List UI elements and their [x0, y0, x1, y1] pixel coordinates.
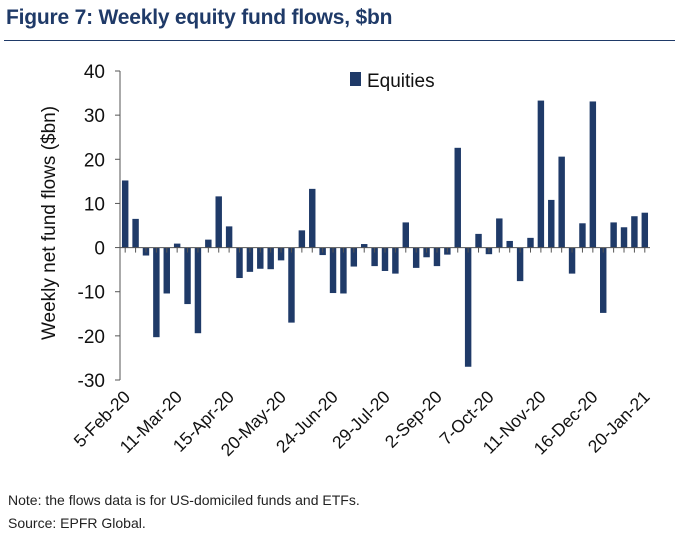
bar — [277, 247, 285, 261]
bar — [475, 233, 482, 248]
bar — [267, 247, 274, 270]
y-tick-label: 40 — [84, 62, 105, 83]
bar — [558, 156, 565, 248]
bar — [309, 188, 316, 248]
y-tick-label: 10 — [84, 194, 105, 215]
bar — [184, 247, 191, 305]
bar — [600, 247, 607, 313]
bar — [163, 247, 170, 294]
y-tick-label: -10 — [78, 283, 105, 304]
bar — [620, 227, 628, 248]
bar — [329, 247, 337, 294]
bar — [225, 226, 233, 248]
bar — [257, 247, 264, 269]
bar — [433, 247, 441, 267]
bar — [215, 196, 222, 248]
bar — [340, 247, 347, 294]
bar — [360, 244, 368, 248]
bar — [194, 247, 202, 334]
y-tick-label: 30 — [84, 106, 105, 127]
bar — [412, 247, 420, 268]
y-axis: -30 -20 -10 0 10 20 30 40 — [78, 62, 121, 392]
bar — [631, 216, 638, 248]
bar — [496, 218, 503, 248]
bar — [381, 247, 389, 271]
bar — [392, 247, 399, 274]
bar-series-equities — [121, 100, 649, 367]
bar — [537, 100, 545, 248]
bar — [153, 247, 160, 338]
footnote: Note: the flows data is for US-domiciled… — [8, 492, 360, 508]
legend-label-equities: Equities — [367, 71, 435, 92]
y-tick-label: -30 — [78, 371, 105, 392]
bar — [641, 212, 649, 248]
legend: Equities — [350, 71, 435, 92]
y-tick-label: 20 — [84, 150, 105, 171]
bar — [527, 237, 534, 248]
bar — [205, 239, 212, 248]
y-tick-label: 0 — [94, 239, 105, 260]
bar — [288, 247, 295, 323]
title-divider — [4, 40, 675, 41]
bar — [454, 147, 461, 248]
bar — [579, 223, 586, 248]
legend-swatch — [350, 72, 361, 86]
bar — [568, 247, 576, 274]
y-axis-label: Weekly net fund flows ($bn) — [39, 106, 60, 340]
bar — [121, 180, 129, 248]
bar — [610, 222, 617, 248]
x-tick-label: 2-Sep-20 — [381, 387, 446, 452]
bar — [506, 240, 513, 248]
bar — [236, 247, 243, 279]
y-tick-label: -20 — [78, 327, 105, 348]
bar — [516, 247, 524, 282]
bar — [464, 247, 472, 367]
bar — [548, 199, 555, 248]
source-note: Source: EPFR Global. — [8, 515, 146, 531]
bar — [350, 247, 358, 267]
x-tick-label: 29-Jul-20 — [328, 387, 394, 453]
bar — [246, 247, 254, 272]
bar — [371, 247, 378, 267]
bar — [132, 218, 139, 248]
chart-title: Figure 7: Weekly equity fund flows, $bn — [6, 6, 393, 29]
bar — [173, 243, 181, 248]
bar — [589, 101, 597, 248]
bar — [402, 222, 409, 248]
bar — [298, 230, 306, 248]
